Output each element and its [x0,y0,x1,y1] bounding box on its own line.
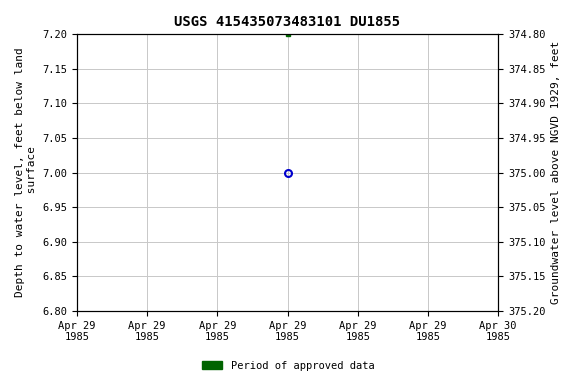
Title: USGS 415435073483101 DU1855: USGS 415435073483101 DU1855 [175,15,401,29]
Y-axis label: Groundwater level above NGVD 1929, feet: Groundwater level above NGVD 1929, feet [551,41,561,304]
Y-axis label: Depth to water level, feet below land
 surface: Depth to water level, feet below land su… [15,48,37,298]
Legend: Period of approved data: Period of approved data [198,357,378,375]
